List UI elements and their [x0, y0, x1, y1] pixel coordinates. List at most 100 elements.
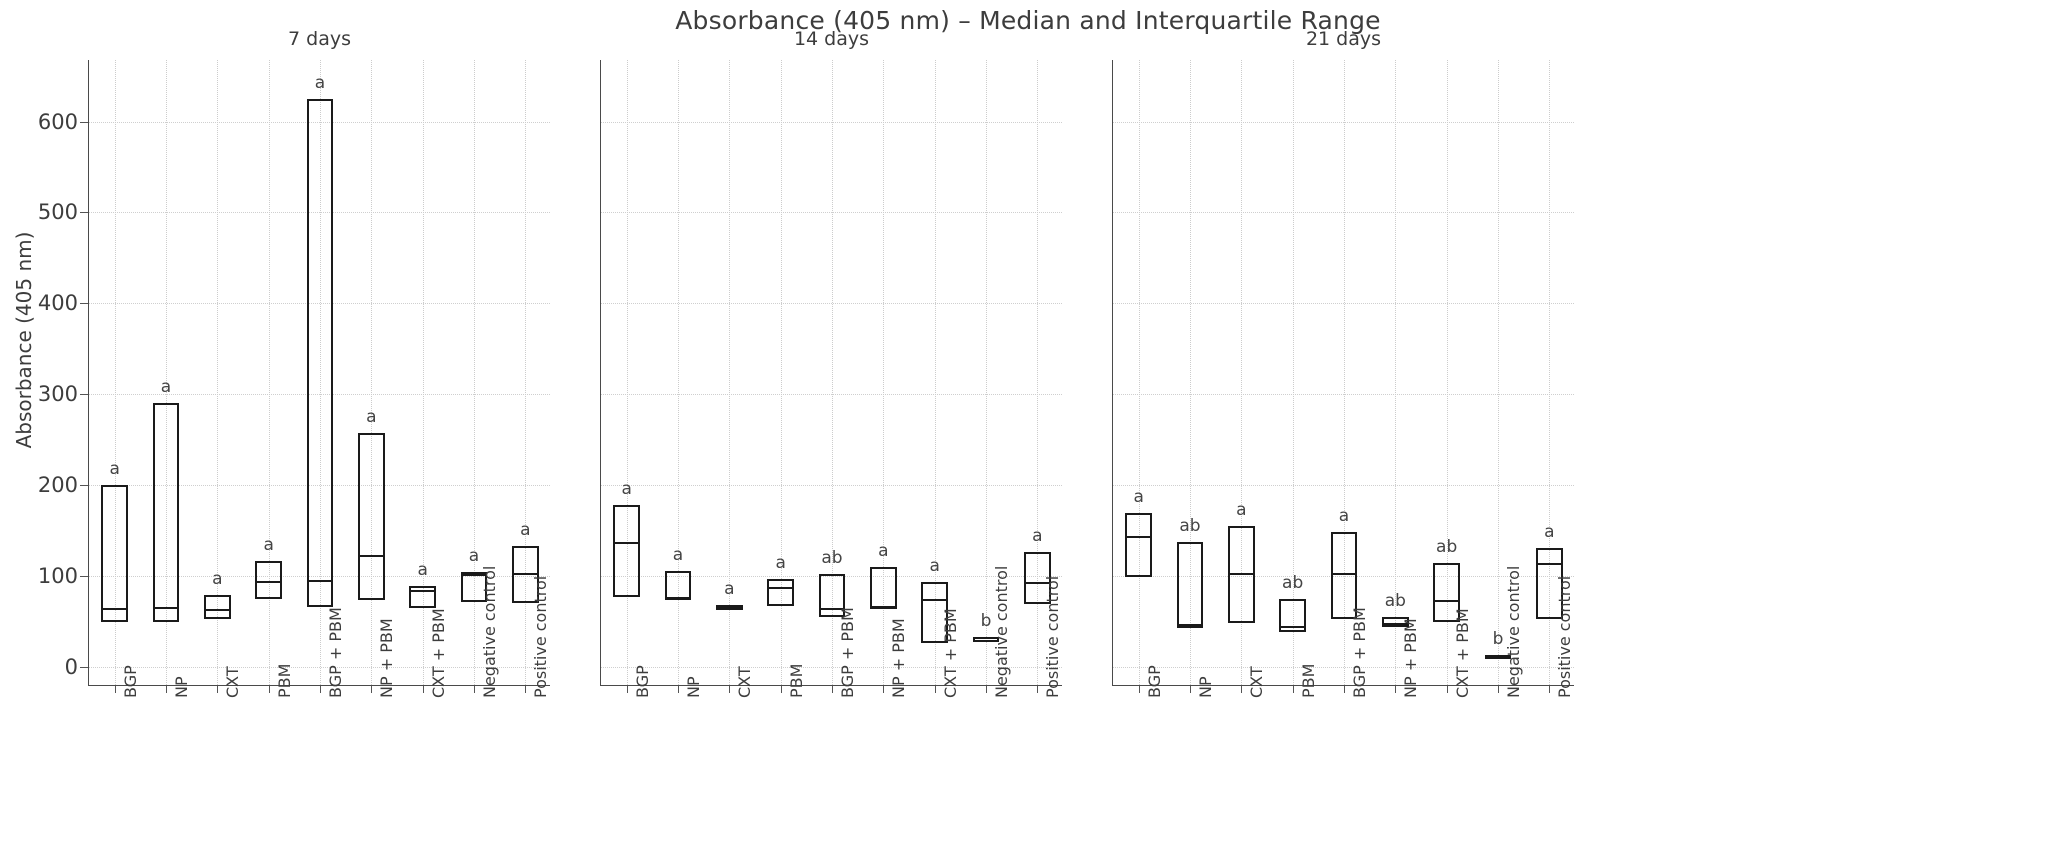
x-axis-label-bgp: BGP: [1144, 665, 1164, 698]
grid-line-vertical: [1241, 60, 1243, 685]
median-line: [818, 607, 846, 610]
significance-letter: a: [929, 556, 940, 577]
box-bgp: [101, 485, 128, 622]
x-axis-label-pbm: PBM: [786, 663, 806, 698]
x-axis-label-cxt-pbm: CXT + PBM: [428, 608, 448, 698]
box-bgp-pbm: [818, 574, 846, 617]
significance-letter: b: [980, 610, 992, 631]
grid-line-vertical: [422, 60, 424, 685]
box-cxt-pbm: [409, 586, 436, 608]
grid-line-vertical: [114, 60, 116, 685]
x-tick-mark: [371, 686, 373, 693]
median-line: [664, 596, 692, 599]
box-bgp: [1125, 513, 1152, 577]
grid-line-horizontal: [601, 576, 1062, 578]
significance-letter: a: [878, 540, 889, 561]
x-axis-label-pbm: PBM: [1298, 663, 1318, 698]
x-axis-label-positive-control: Positive control: [531, 575, 551, 698]
x-axis-label-pbm: PBM: [274, 663, 294, 698]
x-tick-mark: [114, 686, 116, 693]
x-tick-mark: [1446, 686, 1448, 693]
box-cxt-pbm: [921, 582, 948, 644]
x-tick-mark: [934, 686, 936, 693]
y-tick-label: 300: [37, 382, 78, 407]
grid-line-vertical: [268, 60, 270, 685]
box-bgp: [613, 505, 640, 597]
x-axis-label-negative-control: Negative control: [992, 565, 1011, 698]
grid-line-vertical: [1549, 60, 1551, 685]
median-line: [152, 606, 180, 609]
y-tick-label: 100: [37, 564, 78, 589]
median-line: [1535, 563, 1563, 566]
y-tick-label: 0: [64, 655, 78, 679]
x-axis-label-cxt-pbm: CXT + PBM: [1452, 608, 1472, 698]
panel-3: 21 days a ab a ab a ab ab b a: [1112, 28, 1574, 693]
x-axis-label-bgp: BGP: [120, 665, 140, 698]
y-tick-label: 600: [37, 109, 78, 134]
y-tick-mark: [80, 485, 88, 487]
x-axis-label-bgp-pbm: BGP + PBM: [838, 607, 857, 698]
y-tick-mark: [80, 394, 88, 396]
box-np-pbm: [1381, 616, 1409, 627]
significance-letter: a: [109, 459, 120, 480]
box-cxt: [203, 595, 231, 619]
box-bgp-pbm: [306, 98, 334, 607]
grid-line-horizontal: [1113, 667, 1574, 668]
x-axis-label-negative-control: Negative control: [480, 565, 499, 698]
x-axis-label-np: NP: [684, 676, 703, 698]
grid-line-horizontal: [601, 212, 1062, 214]
x-tick-mark: [986, 686, 987, 693]
box-pbm: [767, 578, 794, 607]
grid-line-horizontal: [89, 576, 550, 578]
median-line: [613, 541, 640, 544]
significance-letter: a: [621, 479, 632, 500]
significance-letter: a: [160, 377, 172, 398]
significance-letter: a: [1544, 521, 1555, 542]
grid-line-horizontal: [1113, 394, 1574, 396]
x-axis-label-cxt-pbm: CXT + PBM: [940, 608, 960, 698]
grid-line-horizontal: [1113, 303, 1574, 305]
panel-title: 14 days: [793, 28, 870, 50]
significance-letter: a: [314, 72, 326, 93]
median-line: [1279, 626, 1306, 629]
figure-title: Absorbance (405 nm) – Median and Interqu…: [675, 6, 1381, 35]
significance-letter: ab: [1384, 590, 1406, 611]
grid-line-horizontal: [89, 303, 550, 305]
median-line: [511, 573, 539, 576]
median-line: [921, 598, 948, 601]
significance-letter: a: [1032, 525, 1043, 546]
median-line: [101, 607, 128, 610]
grid-line-horizontal: [89, 394, 550, 396]
grid-line-vertical: [1446, 60, 1448, 685]
significance-letter: ab: [1436, 537, 1458, 558]
median-line: [767, 586, 794, 589]
grid-line-vertical: [1498, 60, 1499, 685]
grid-line-vertical: [780, 60, 782, 685]
grid-line-vertical: [525, 60, 527, 685]
grid-line-vertical: [166, 60, 167, 685]
grid-line-vertical: [320, 60, 321, 685]
grid-line-vertical: [832, 60, 833, 685]
x-tick-mark: [525, 686, 527, 693]
grid-line-horizontal: [601, 667, 1062, 668]
x-tick-mark: [320, 686, 321, 693]
median-line: [357, 555, 385, 558]
y-tick-mark: [80, 121, 88, 123]
x-tick-mark: [1549, 686, 1551, 693]
grid-line-vertical: [1138, 60, 1140, 685]
x-axis-label-bgp-pbm: BGP + PBM: [1350, 607, 1369, 698]
significance-letter: a: [468, 545, 480, 566]
panel-title: 21 days: [1305, 28, 1382, 50]
median-line: [1125, 536, 1152, 539]
box-negative-control: [460, 571, 488, 603]
significance-letter: a: [1338, 506, 1350, 527]
x-axis-label-np-pbm: NP + PBM: [889, 618, 909, 698]
x-tick-mark: [474, 686, 475, 693]
x-axis-label-np-pbm: NP + PBM: [377, 618, 397, 698]
significance-letter: a: [366, 407, 377, 428]
box-bgp-pbm: [1330, 532, 1358, 619]
box-pbm: [1279, 598, 1306, 633]
box-np: [664, 570, 692, 600]
significance-letter: a: [212, 569, 223, 590]
